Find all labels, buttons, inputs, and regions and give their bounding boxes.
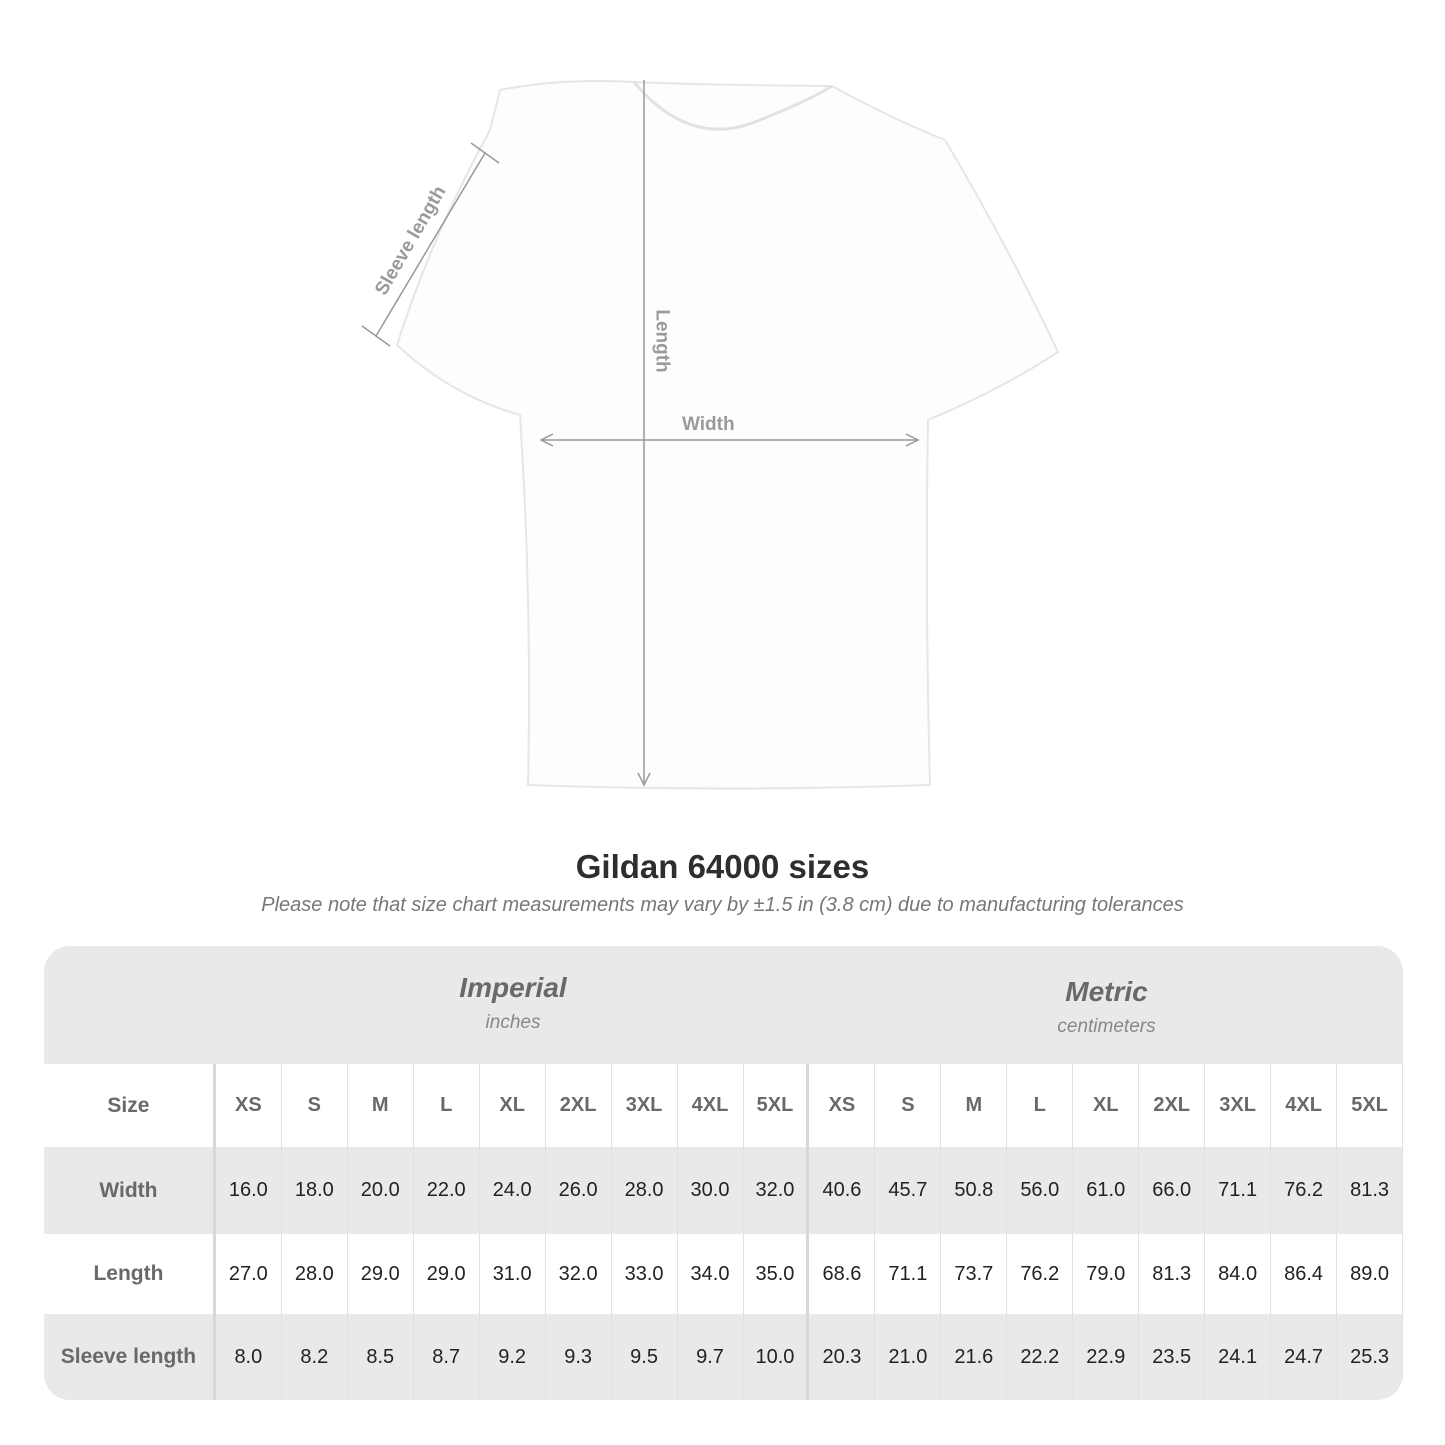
row-label: Length — [44, 1234, 216, 1314]
imperial-value: 32.0 — [546, 1234, 612, 1314]
imperial-value: 30.0 — [678, 1147, 744, 1234]
table-row: Sleeve length 8.0 8.2 8.5 8.7 9.2 9.3 9.5 9.7 10.… — [44, 1314, 1403, 1400]
imperial-value: 31.0 — [480, 1234, 546, 1314]
metric-value: 84.0 — [1205, 1234, 1272, 1314]
metric-value: 86.4 — [1271, 1234, 1338, 1314]
metric-value: 24.7 — [1271, 1314, 1338, 1400]
imperial-value: 33.0 — [612, 1234, 678, 1314]
metric-value: 89.0 — [1337, 1234, 1403, 1314]
size-header: 3XL — [612, 1064, 678, 1147]
size-header: L — [1007, 1064, 1074, 1147]
size-header: S — [875, 1064, 942, 1147]
metric-value: 73.7 — [941, 1234, 1008, 1314]
metric-value: 71.1 — [875, 1234, 942, 1314]
size-header: 3XL — [1205, 1064, 1272, 1147]
imperial-value: 8.5 — [348, 1314, 414, 1400]
metric-value: 79.0 — [1073, 1234, 1140, 1314]
row-label: Sleeve length — [44, 1314, 216, 1400]
imperial-header: Imperial inches — [216, 946, 810, 1064]
imperial-value: 10.0 — [744, 1314, 810, 1400]
page-title: Gildan 64000 sizes — [575, 848, 870, 885]
imperial-unit: inches — [485, 1012, 541, 1033]
imperial-value: 8.7 — [414, 1314, 480, 1400]
imperial-value: 28.0 — [612, 1147, 678, 1234]
size-header: XL — [480, 1064, 546, 1147]
size-header: L — [414, 1064, 480, 1147]
metric-value: 25.3 — [1337, 1314, 1403, 1400]
imperial-value: 24.0 — [480, 1147, 546, 1234]
metric-value: 21.6 — [941, 1314, 1008, 1400]
metric-value: 66.0 — [1139, 1147, 1206, 1234]
imperial-value: 9.7 — [678, 1314, 744, 1400]
imperial-value: 8.0 — [216, 1314, 282, 1400]
imperial-value: 16.0 — [216, 1147, 282, 1234]
size-header-row: Size XS S M L XL 2XL 3XL 4XL 5XL XS S M L XL 2XL 3XL 4XL 5… — [44, 1064, 1403, 1147]
metric-value: 23.5 — [1139, 1314, 1206, 1400]
metric-value: 81.3 — [1337, 1147, 1403, 1234]
metric-value: 22.2 — [1007, 1314, 1074, 1400]
size-header: 2XL — [546, 1064, 612, 1147]
size-header: 5XL — [1337, 1064, 1403, 1147]
size-header: 2XL — [1139, 1064, 1206, 1147]
imperial-value: 22.0 — [414, 1147, 480, 1234]
metric-value: 22.9 — [1073, 1314, 1140, 1400]
metric-value: 68.6 — [809, 1234, 876, 1314]
metric-value: 56.0 — [1007, 1147, 1074, 1234]
metric-title: Metric — [1065, 976, 1148, 1007]
metric-value: 61.0 — [1073, 1147, 1140, 1234]
metric-value: 76.2 — [1007, 1234, 1074, 1314]
metric-value: 21.0 — [875, 1314, 942, 1400]
size-header: S — [282, 1064, 348, 1147]
table-row: Width 16.0 18.0 20.0 22.0 24.0 26.0 28.0 30.0 32.… — [44, 1147, 1403, 1234]
size-label: Size — [44, 1064, 216, 1147]
size-table: Imperial inches Metric centimeters Size X… — [44, 946, 1403, 1400]
row-label: Width — [44, 1147, 216, 1234]
metric-value: 76.2 — [1271, 1147, 1338, 1234]
metric-value: 71.1 — [1205, 1147, 1272, 1234]
tshirt-image — [395, 80, 1060, 790]
metric-header: Metric centimeters — [810, 946, 1403, 1064]
imperial-value: 9.3 — [546, 1314, 612, 1400]
imperial-value: 34.0 — [678, 1234, 744, 1314]
length-label: Length — [651, 309, 673, 373]
size-header: M — [941, 1064, 1008, 1147]
imperial-title: Imperial — [459, 972, 567, 1003]
imperial-value: 18.0 — [282, 1147, 348, 1234]
imperial-value: 9.5 — [612, 1314, 678, 1400]
size-header: 4XL — [1271, 1064, 1338, 1147]
size-header: XL — [1073, 1064, 1140, 1147]
imperial-value: 29.0 — [348, 1234, 414, 1314]
width-label: Width — [682, 414, 735, 435]
table-row: Length 27.0 28.0 29.0 29.0 31.0 32.0 33.0 34.0 35… — [44, 1234, 1403, 1314]
tolerance-note: Please note that size chart measurements… — [261, 894, 1184, 916]
metric-value: 20.3 — [809, 1314, 876, 1400]
metric-value: 81.3 — [1139, 1234, 1206, 1314]
imperial-value: 26.0 — [546, 1147, 612, 1234]
measure-lines — [361, 80, 920, 787]
size-header: M — [348, 1064, 414, 1147]
tshirt-diagram — [361, 80, 1060, 790]
imperial-value: 28.0 — [282, 1234, 348, 1314]
metric-value: 24.1 — [1205, 1314, 1272, 1400]
imperial-value: 35.0 — [744, 1234, 810, 1314]
size-header: 4XL — [678, 1064, 744, 1147]
tshirt-collar — [632, 81, 833, 131]
metric-unit: centimeters — [1057, 1016, 1156, 1037]
imperial-value: 29.0 — [414, 1234, 480, 1314]
metric-value: 50.8 — [941, 1147, 1008, 1234]
imperial-value: 32.0 — [744, 1147, 810, 1234]
size-header: XS — [216, 1064, 282, 1147]
imperial-value: 9.2 — [480, 1314, 546, 1400]
metric-value: 45.7 — [875, 1147, 942, 1234]
size-header: XS — [809, 1064, 876, 1147]
imperial-value: 8.2 — [282, 1314, 348, 1400]
metric-value: 40.6 — [809, 1147, 876, 1234]
size-header: 5XL — [744, 1064, 810, 1147]
imperial-value: 27.0 — [216, 1234, 282, 1314]
sleeve-line — [375, 152, 486, 337]
imperial-value: 20.0 — [348, 1147, 414, 1234]
